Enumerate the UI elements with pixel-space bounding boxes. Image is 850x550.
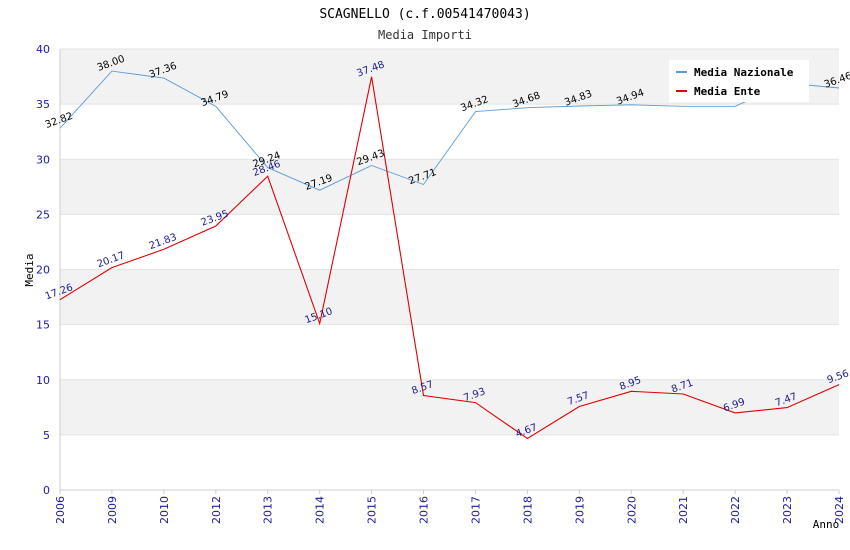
legend-label: Media Ente — [694, 85, 761, 98]
legend-label: Media Nazionale — [694, 66, 794, 79]
y-tick-label: 40 — [36, 43, 50, 56]
series-line-media-ente — [59, 76, 840, 440]
y-tick-label: 35 — [36, 98, 50, 111]
grid-bands — [60, 48, 839, 491]
y-tick-label: 15 — [36, 319, 50, 332]
y-tick-label: 5 — [43, 429, 50, 442]
grid-band — [60, 159, 839, 215]
data-label-ente: 20.17 — [96, 250, 127, 270]
series-line-media-nazionale — [59, 70, 840, 191]
x-tick-label: 2023 — [781, 496, 794, 524]
chart-title: SCAGNELLO (c.f.00541470043) — [319, 7, 530, 22]
x-tick-label: 2019 — [573, 496, 586, 524]
grid-band — [60, 379, 839, 435]
x-tick-label: 2022 — [729, 496, 742, 524]
y-tick-label: 10 — [36, 374, 50, 387]
x-tick-label: 2015 — [366, 496, 379, 524]
x-tick-label: 2010 — [158, 496, 171, 524]
x-tick-label: 2009 — [106, 496, 119, 524]
y-axis-label: Media — [23, 253, 36, 286]
chart-subtitle: Media Importi — [378, 28, 472, 42]
x-tick-label: 2006 — [54, 496, 67, 524]
y-tick-label: 25 — [36, 208, 50, 221]
x-tick-label: 2024 — [833, 496, 846, 524]
y-tick-label: 30 — [36, 153, 50, 166]
x-tick-label: 2018 — [521, 496, 534, 524]
x-tick-label: 2017 — [469, 496, 482, 524]
x-tick-label: 2020 — [625, 496, 638, 524]
data-label-nazionale: 32.82 — [44, 111, 75, 131]
data-label-ente: 21.83 — [148, 232, 179, 252]
legend: Media Nazionale Media Ente — [669, 60, 809, 102]
x-tick-label: 2016 — [418, 496, 431, 524]
y-tick-label: 20 — [36, 264, 50, 277]
legend-box — [669, 60, 809, 102]
grid-band — [60, 269, 839, 325]
x-axis-label: Anno — [813, 518, 840, 531]
series-layer — [59, 70, 840, 440]
y-tick-label: 0 — [43, 484, 50, 497]
x-tick-label: 2014 — [314, 496, 327, 524]
axes: 0 5 10 15 20 25 30 35 40 2006 2009 2010 2012 2013 2014… — [36, 43, 846, 524]
x-tick-label: 2013 — [262, 496, 275, 524]
x-tick-label: 2021 — [677, 496, 690, 524]
x-tick-label: 2012 — [210, 496, 223, 524]
